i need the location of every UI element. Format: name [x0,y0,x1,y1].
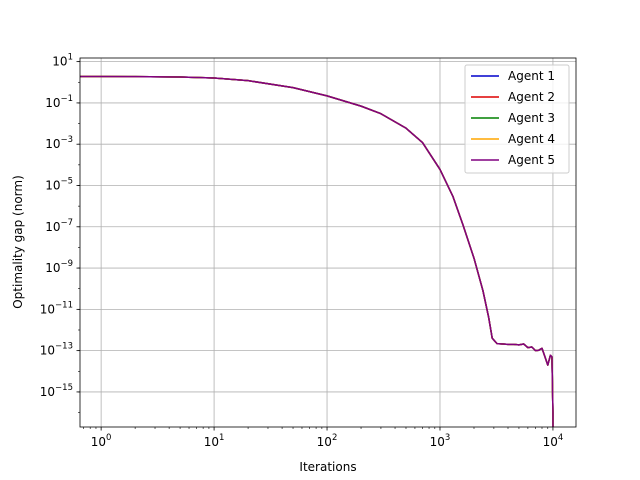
legend-label-agent-3: Agent 3 [508,111,555,125]
series-lines [80,75,554,427]
y-tick-label: 10−7 [45,218,73,234]
y-tick-label: 10−13 [40,342,73,358]
y-tick-label: 10−5 [45,176,73,192]
y-tick-label: 10−1 [45,94,73,110]
legend-label-agent-5: Agent 5 [508,153,555,167]
x-axis-label: Iterations [299,460,356,474]
y-tick-label: 101 [52,53,73,69]
legend: Agent 1 Agent 2 Agent 3 Agent 4 Agent 5 [464,64,570,174]
x-tick-label: 103 [430,433,451,449]
x-tick-label: 102 [317,433,338,449]
axis-ticks [76,61,554,431]
plot-area-frame [79,57,577,428]
legend-box [464,64,570,174]
x-tick-label: 100 [91,433,112,449]
grid-lines [80,58,576,427]
legend-label-agent-2: Agent 2 [508,90,555,104]
y-tick-label: 10−3 [45,135,73,151]
y-tick-labels: 101 10−1 10−3 10−5 10−7 10−9 10−11 10−13 10−15 [40,53,73,399]
x-tick-labels: 100 101 102 103 104 [91,433,564,449]
y-axis-label: Optimality gap (norm) [11,175,25,309]
legend-label-agent-1: Agent 1 [508,69,555,83]
y-tick-label: 10−11 [40,300,73,316]
legend-label-agent-4: Agent 4 [508,132,555,146]
x-tick-label: 104 [543,433,564,449]
series-line-agent-5 [80,75,554,427]
x-tick-label: 101 [204,433,225,449]
y-tick-label: 10−15 [40,383,73,399]
y-tick-label: 10−9 [45,259,73,275]
